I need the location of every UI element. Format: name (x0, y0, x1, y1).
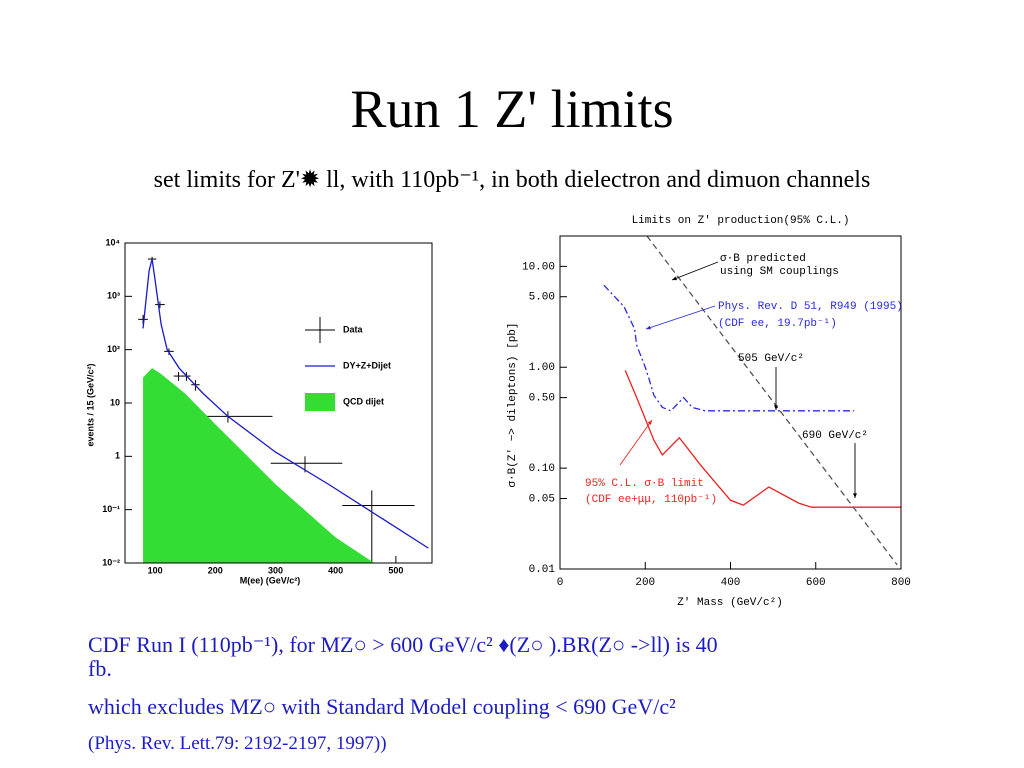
y-axis-label: events / 15 (GeV/c²) (85, 363, 95, 446)
y-tick-label: 10.00 (522, 261, 555, 273)
x-axis-label: M(ee) (GeV/c²) (240, 575, 301, 585)
annotation-arrow (619, 419, 653, 466)
arrow-head (774, 405, 778, 410)
x-tick-label: 600 (806, 577, 826, 589)
text-line: (Phys. Rev. Lett.79: 2192-2197, 1997)) (88, 733, 387, 754)
annotation: using SM couplings (720, 266, 839, 278)
area (143, 368, 375, 563)
right-chart: 0.01 0.05 0.10 0.50 1.00 5.00 10.00 0 200 400 600 8… (500, 205, 915, 615)
y-tick-label: 10⁻² (102, 557, 120, 567)
annotation: (CDF ee+μμ, 110pb⁻¹) (585, 494, 717, 506)
chart-title: Limits on Z' production(95% C.L.) (632, 215, 850, 227)
legend-label: QCD dijet (343, 396, 384, 406)
legend-label: Data (343, 324, 364, 334)
y-tick-label: 0.50 (529, 393, 555, 405)
y-tick-label: 0.10 (529, 463, 555, 475)
text-line: fb. (88, 656, 112, 681)
annotation: σ·B predicted (720, 253, 806, 265)
x-tick-label: 0 (557, 577, 564, 589)
y-tick-label: 10 (110, 397, 120, 407)
line (142, 258, 429, 549)
x-tick-label: 200 (635, 577, 655, 589)
y-tick-label: 0.05 (529, 493, 555, 505)
line (646, 236, 898, 566)
y-tick-label: 5.00 (529, 292, 555, 304)
subtitle: set limits for Z'✹ ll, with 110pb⁻¹, in … (153, 167, 871, 193)
x-tick-label: 400 (328, 565, 343, 575)
y-tick-label: 10³ (107, 291, 120, 301)
line (603, 284, 855, 412)
text-line: which excludes MZ○ with Standard Model c… (88, 694, 676, 719)
annotation: 505 GeV/c² (738, 353, 804, 365)
legend-label: DY+Z+Dijet (343, 360, 391, 370)
annotation: (CDF ee, 19.7pb⁻¹) (718, 318, 837, 330)
x-tick-label: 100 (148, 565, 163, 575)
y-tick-label: 0.01 (529, 564, 556, 576)
annotation: Phys. Rev. D 51, R949 (1995) (718, 301, 903, 313)
x-tick-label: 500 (388, 565, 403, 575)
arrow-head (646, 325, 651, 330)
arrow-head (647, 420, 652, 425)
y-tick-label: 1 (115, 451, 120, 461)
text-line: CDF Run I (110pb⁻¹), for MZ○ > 600 GeV/c… (88, 632, 718, 657)
annotation: 95% C.L. σ·B limit (585, 478, 704, 490)
y-tick-label: 10⁻¹ (102, 504, 120, 514)
line (624, 370, 901, 508)
plot-frame (559, 235, 902, 570)
x-tick-label: 400 (721, 577, 741, 589)
x-axis-label: Z' Mass (GeV/c²) (677, 597, 783, 609)
y-tick-label: 1.00 (529, 362, 555, 374)
legend-mark (305, 393, 335, 411)
annotation: 690 GeV/c² (802, 430, 868, 442)
slide-title: Run 1 Z' limits (350, 79, 674, 139)
y-tick-label: 10² (107, 344, 120, 354)
y-axis-label: σ·B(Z' −> dileptons) [pb] (507, 322, 519, 487)
left-chart: 10⁻² 10⁻¹ 1 10 10² 10³ 10⁴ 100 200 300 400 500 M(ee)… (85, 235, 435, 595)
arrow-head (853, 493, 857, 498)
annotation-arrow (645, 305, 716, 330)
plot-frame (124, 242, 433, 564)
annotation-arrow (671, 261, 719, 281)
x-tick-label: 300 (268, 565, 283, 575)
arrow-head (672, 276, 677, 281)
x-tick-label: 800 (891, 577, 911, 589)
x-tick-label: 200 (208, 565, 223, 575)
y-tick-label: 10⁴ (106, 237, 120, 247)
